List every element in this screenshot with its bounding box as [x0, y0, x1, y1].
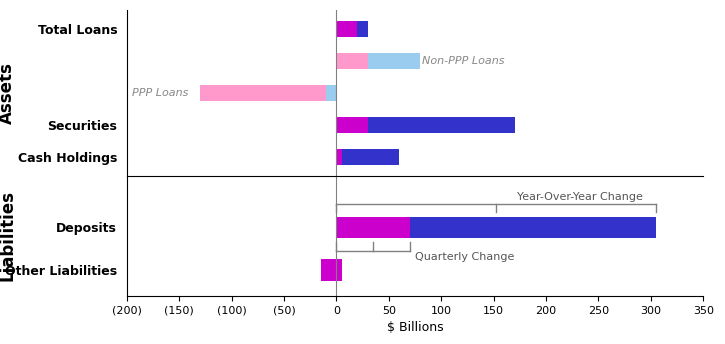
- Bar: [200, 85, 336, 101]
- Bar: [336, 53, 368, 69]
- Bar: [410, 217, 656, 238]
- Text: PPP Loans: PPP Loans: [132, 88, 188, 98]
- Bar: [336, 21, 357, 37]
- Bar: [336, 149, 341, 165]
- Text: Non-PPP Loans: Non-PPP Loans: [423, 56, 505, 66]
- Bar: [368, 53, 420, 69]
- Text: Year-Over-Year Change: Year-Over-Year Change: [517, 192, 643, 202]
- Text: Assets: Assets: [0, 62, 16, 124]
- Bar: [336, 117, 368, 133]
- Bar: [200, 85, 326, 101]
- Bar: [341, 149, 399, 165]
- Bar: [357, 21, 368, 37]
- Text: Quarterly Change: Quarterly Change: [415, 252, 515, 262]
- Bar: [368, 117, 515, 133]
- Bar: [336, 217, 410, 238]
- Text: Liabilities: Liabilities: [0, 190, 16, 281]
- Bar: [320, 259, 336, 281]
- X-axis label: $ Billions: $ Billions: [386, 321, 444, 334]
- Bar: [320, 259, 341, 281]
